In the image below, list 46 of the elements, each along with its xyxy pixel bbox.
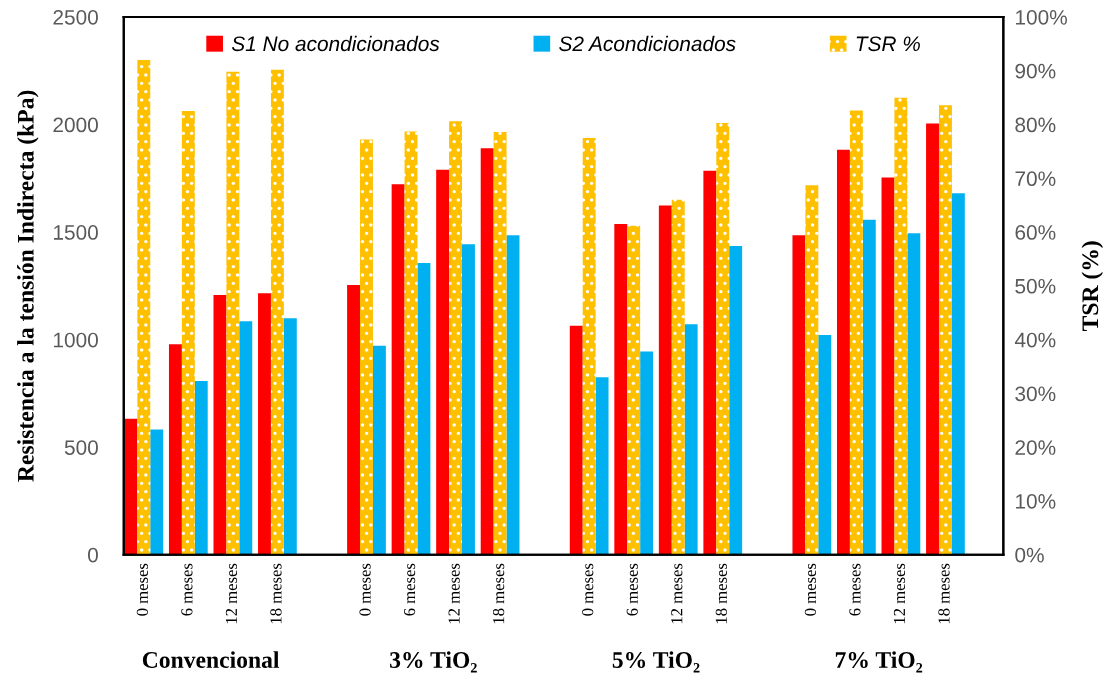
- legend-label: TSR %: [856, 36, 920, 52]
- y-tick-label: 2500: [53, 9, 98, 25]
- x-tick-label: 6 meses: [181, 563, 193, 616]
- x-tick-label: 12 meses: [225, 563, 238, 624]
- bar: [150, 429, 164, 555]
- x-tick-label: 0 meses: [804, 563, 817, 616]
- y-tick-label: 1500: [54, 225, 98, 240]
- y2-tick-label: 90%: [1015, 63, 1056, 79]
- x-tick-label: 6 meses: [403, 563, 416, 616]
- bar: [181, 111, 195, 555]
- y2-tick-label: 30%: [1015, 386, 1056, 402]
- y-tick-label: 500: [64, 440, 98, 455]
- y-tick-label: 0: [87, 547, 98, 563]
- x-tick-label: 6 meses: [626, 563, 638, 616]
- legend-label: S2 Acondicionados: [559, 35, 736, 52]
- y2-tick-label: 50%: [1015, 278, 1056, 294]
- y2-tick-label: 60%: [1015, 225, 1056, 240]
- text: 7% TiO₂: [835, 651, 923, 673]
- y-axis-title: Resistencia a la tensión Indirecta (kPa): [17, 90, 39, 482]
- y2-tick-label: 100%: [1016, 9, 1067, 25]
- y2-tick-label: 0%: [1015, 547, 1044, 563]
- x-tick-label: 12 meses: [448, 563, 460, 624]
- x-tick-label: 6 meses: [849, 563, 861, 616]
- x-tick-label: 0 meses: [136, 563, 148, 616]
- x-tick-label: 0 meses: [582, 563, 594, 616]
- y2-axis-title: TSR (%): [1081, 241, 1104, 332]
- y-tick-label: 2000: [53, 117, 98, 133]
- text: 3% TiO₂: [390, 651, 477, 673]
- bar: [124, 418, 138, 555]
- y2-tick-label: 20%: [1015, 440, 1056, 455]
- legend-label: S1 No acondicionados: [231, 35, 440, 52]
- y-tick-label: 1000: [54, 332, 98, 348]
- x-tick-label: 18 meses: [493, 563, 505, 624]
- y2-tick-label: 10%: [1016, 493, 1056, 509]
- x-tick-label: 12 meses: [671, 563, 683, 624]
- x-tick-label: 18 meses: [270, 563, 282, 624]
- y2-tick-label: 80%: [1015, 117, 1056, 133]
- x-tick-label: 18 meses: [715, 563, 727, 624]
- x-tick-label: 18 meses: [938, 563, 950, 624]
- x-tick-label: 12 meses: [893, 563, 906, 624]
- x-tick-label: 0 meses: [359, 563, 371, 616]
- text: Convencional: [142, 651, 280, 668]
- y2-tick-label: 70%: [1015, 171, 1056, 187]
- text: 5% TiO₂: [612, 651, 700, 673]
- y2-tick-label: 40%: [1014, 332, 1056, 348]
- bar: [137, 60, 151, 555]
